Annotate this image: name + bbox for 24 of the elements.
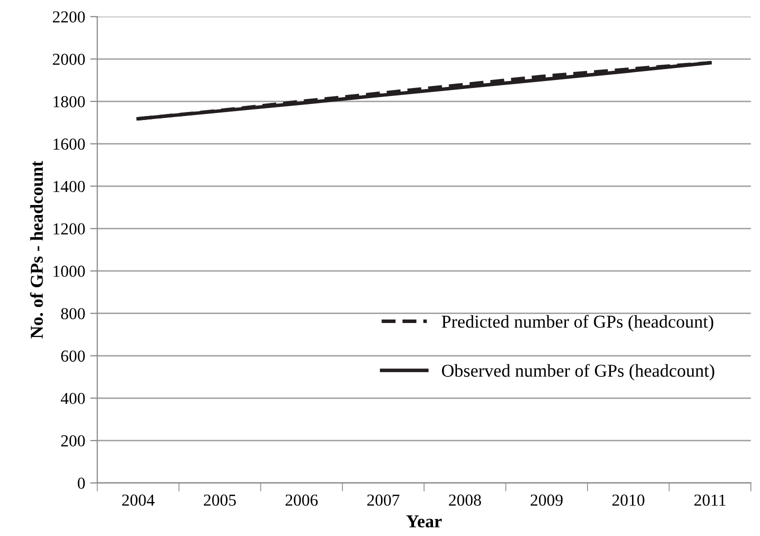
y-tick-label: 1600 [54, 138, 85, 150]
x-tick-label: 2004 [122, 494, 155, 506]
x-tick-label: 2010 [612, 494, 644, 506]
x-tick-label: 2005 [204, 494, 236, 506]
y-tick-label: 600 [61, 350, 85, 362]
y-tick-label: 800 [61, 308, 85, 320]
y-tick-label: 2200 [52, 11, 85, 23]
y-tick-label: 1000 [54, 266, 85, 277]
legend-label: Observed number of GPs (headcount) [442, 364, 714, 381]
x-axis-title: Year [406, 515, 442, 528]
legend-label: Predicted number of GPs (headcount) [442, 314, 714, 332]
y-tick-label: 0 [78, 478, 85, 489]
x-tick-label: 2008 [448, 494, 481, 506]
y-tick-label: 2000 [52, 54, 85, 65]
y-tick-label: 1800 [54, 96, 85, 108]
x-tick-label: 2011 [694, 494, 726, 506]
y-tick-label: 1400 [54, 180, 85, 192]
y-tick-label: 200 [61, 435, 85, 446]
x-tick-label: 2007 [367, 494, 400, 506]
y-tick-label: 400 [60, 392, 85, 404]
x-tick-label: 2009 [530, 494, 563, 506]
y-tick-label: 1200 [54, 223, 85, 235]
y-axis-title: No. of GPs - headcount [30, 160, 43, 338]
x-tick-label: 2006 [286, 494, 318, 506]
